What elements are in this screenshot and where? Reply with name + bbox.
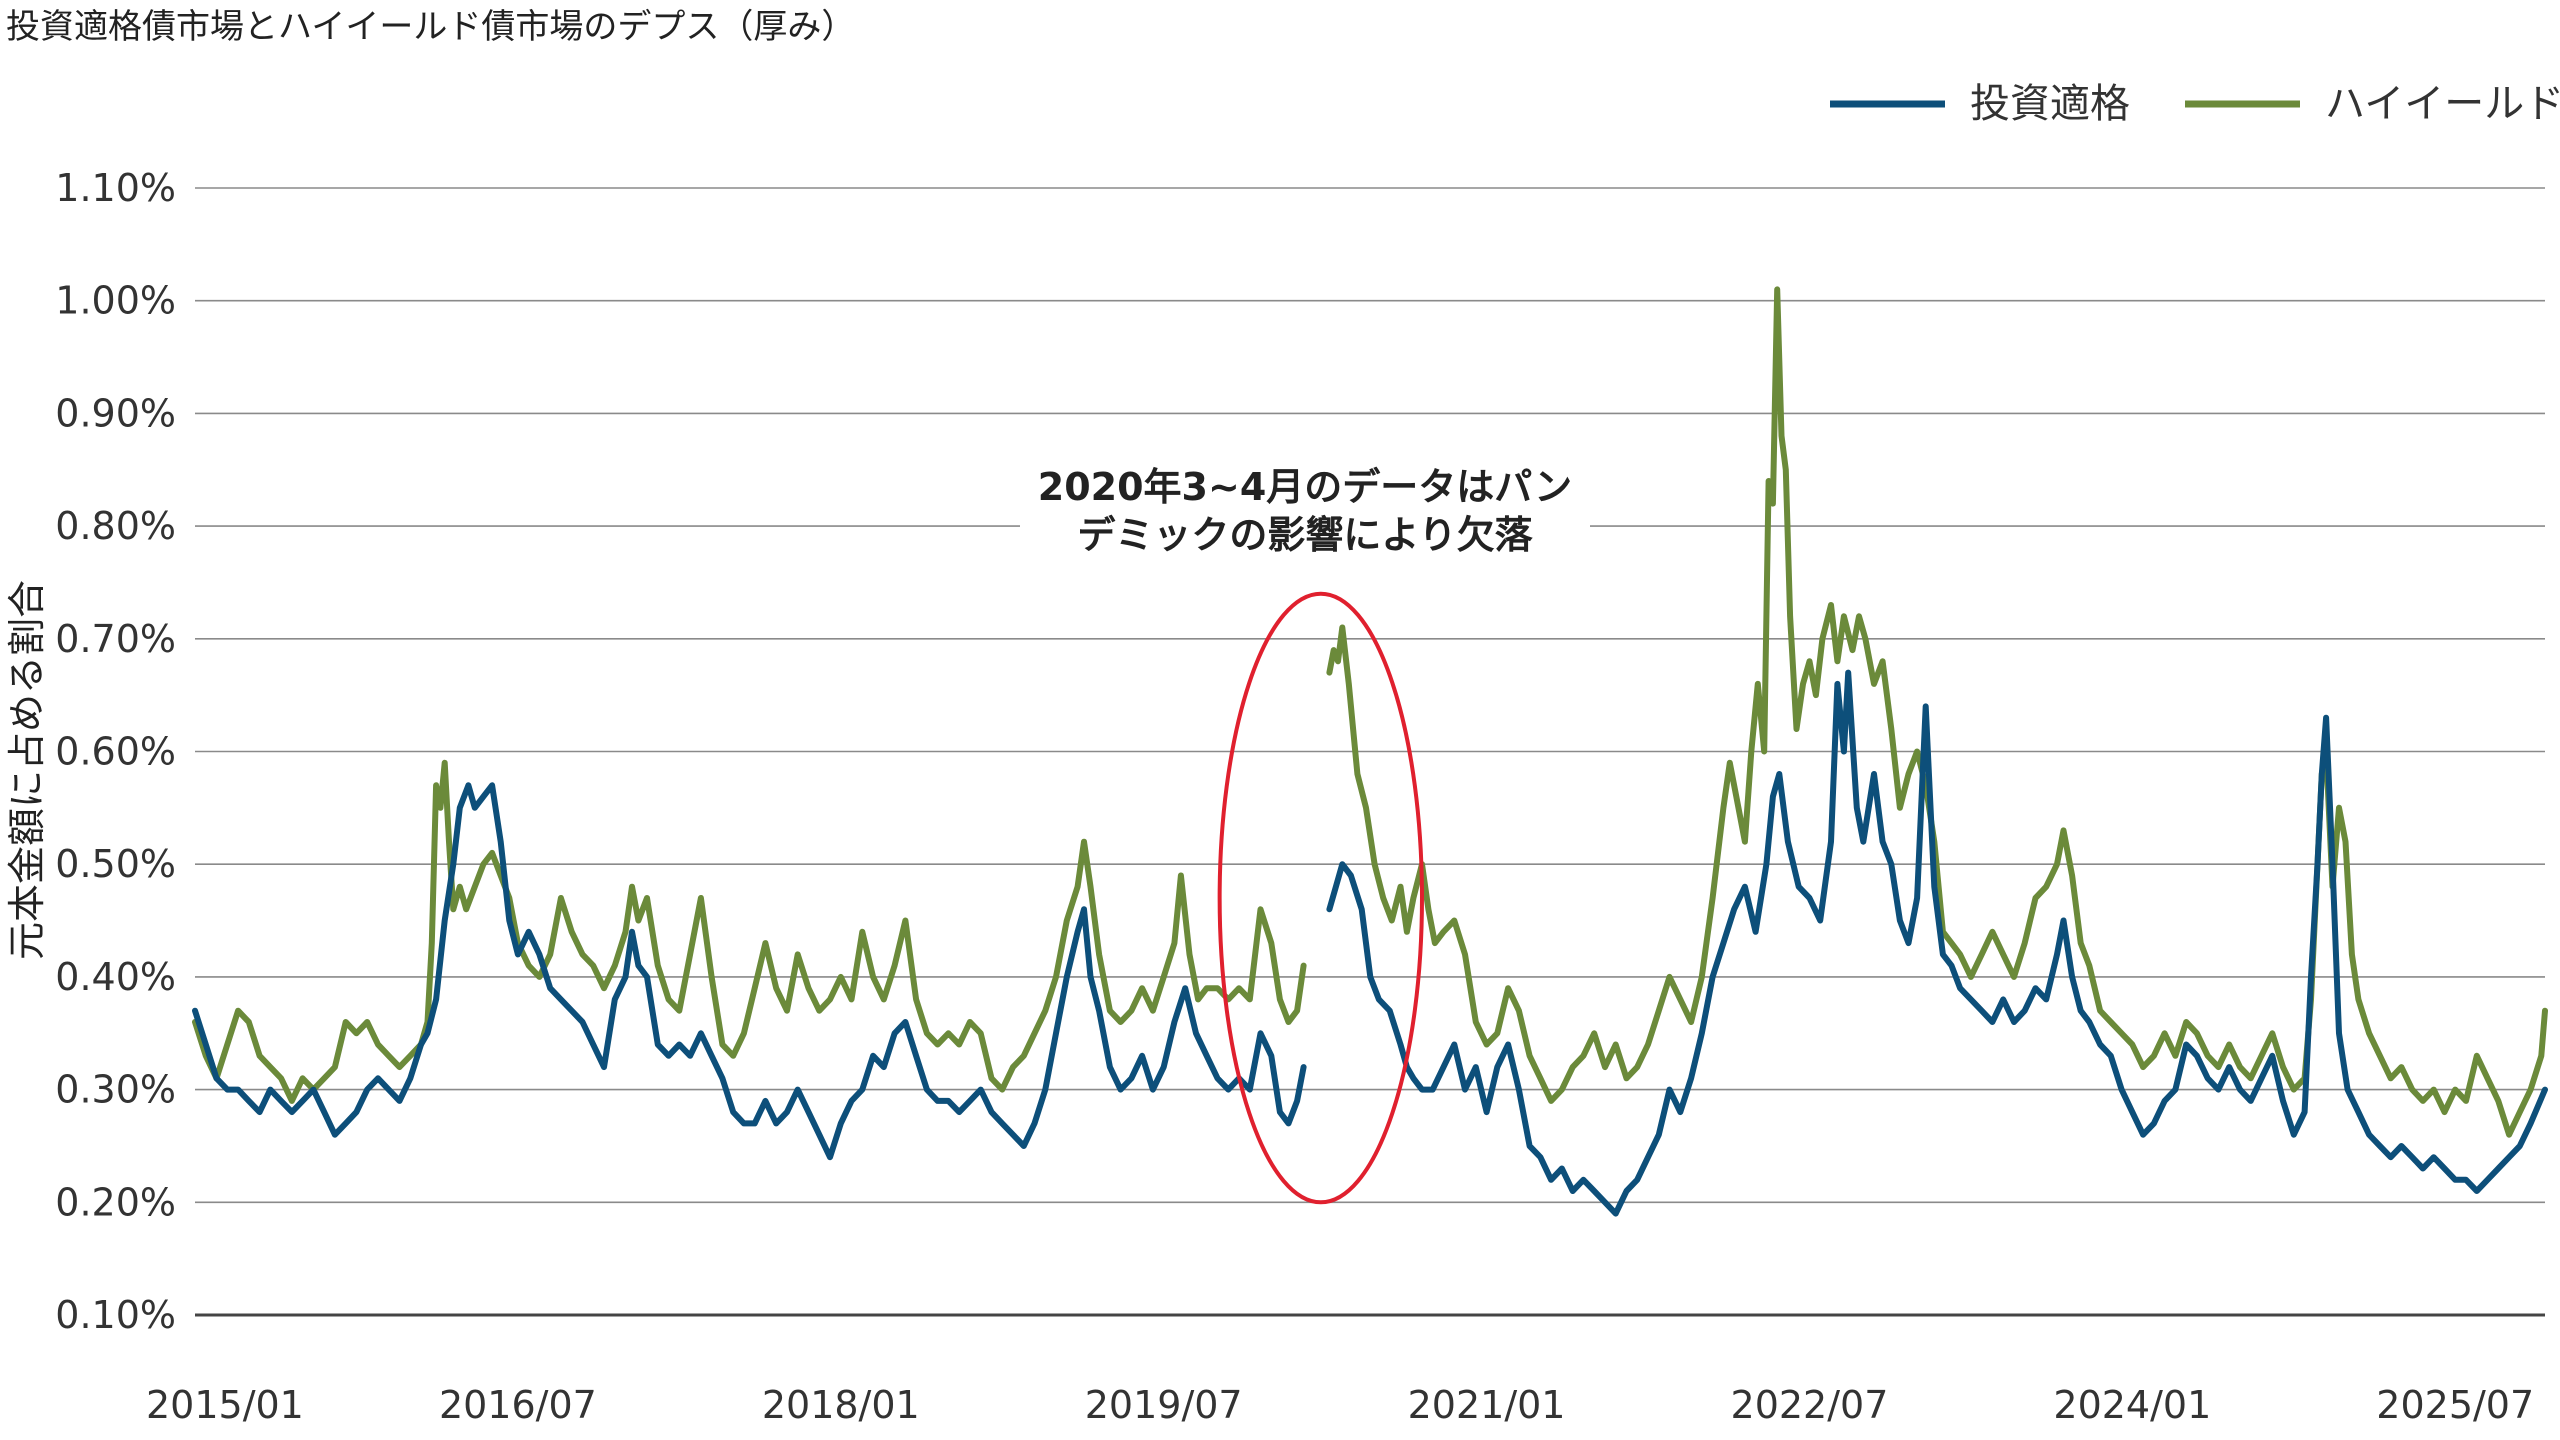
y-tick-label: 0.40% bbox=[55, 955, 176, 999]
x-tick-label: 2016/07 bbox=[439, 1383, 597, 1427]
x-tick-label: 2024/01 bbox=[2053, 1383, 2211, 1427]
y-tick-label: 0.70% bbox=[55, 617, 176, 661]
x-tick-label: 2025/07 bbox=[2376, 1383, 2534, 1427]
y-tick-label: 0.30% bbox=[55, 1068, 176, 1112]
y-tick-label: 0.90% bbox=[55, 391, 176, 435]
annotation: 2020年3~4月のデータはパン デミックの影響により欠落 bbox=[1020, 455, 1590, 565]
y-tick-label: 0.50% bbox=[55, 842, 176, 886]
x-tick-label: 2022/07 bbox=[1731, 1383, 1889, 1427]
annotation-background bbox=[1020, 455, 1590, 565]
x-tick-label: 2015/01 bbox=[146, 1383, 304, 1427]
y-tick-label: 1.00% bbox=[55, 279, 176, 323]
series-line-high-yield-segment-1 bbox=[192, 759, 1307, 1104]
series-line-investment-grade-segment-1 bbox=[192, 782, 1307, 1161]
annotation-line-2: デミックの影響により欠落 bbox=[1077, 513, 1533, 557]
x-tick-label: 2019/07 bbox=[1085, 1383, 1243, 1427]
series-line-investment-grade-segment-2 bbox=[1326, 669, 2548, 1217]
missing-data-highlight-ellipse bbox=[1217, 591, 1424, 1205]
legend: 投資適格 ハイイールド bbox=[1830, 81, 2560, 127]
y-tick-label: 0.20% bbox=[55, 1180, 176, 1224]
y-tick-label: 0.10% bbox=[55, 1293, 176, 1337]
y-tick-label: 1.10% bbox=[55, 166, 176, 210]
legend-label-high-yield: ハイイールド bbox=[2325, 81, 2560, 127]
y-axis-label: 元本金額に占める割合 bbox=[5, 580, 49, 960]
legend-label-investment-grade: 投資適格 bbox=[1970, 81, 2130, 127]
chart-title: 投資適格債市場とハイイールド債市場のデプス（厚み） bbox=[6, 7, 855, 47]
y-tick-label: 0.80% bbox=[55, 504, 176, 548]
x-tick-label: 2021/01 bbox=[1408, 1383, 1566, 1427]
annotation-line-1: 2020年3~4月のデータはパン bbox=[1038, 465, 1572, 509]
x-tick-label: 2018/01 bbox=[762, 1383, 920, 1427]
y-tick-labels: 1.10% 1.00% 0.90% 0.80% 0.70% 0.60% 0.50% 0.40%… bbox=[55, 166, 176, 1337]
series-line-high-yield-segment-2 bbox=[1326, 286, 2548, 1138]
grid-lines bbox=[195, 187, 2545, 1317]
y-tick-label: 0.60% bbox=[55, 730, 176, 774]
x-tick-labels: 2015/01 2016/07 2018/01 2019/07 2021/01 2022/… bbox=[146, 1383, 2534, 1427]
series-lines bbox=[192, 286, 2548, 1217]
